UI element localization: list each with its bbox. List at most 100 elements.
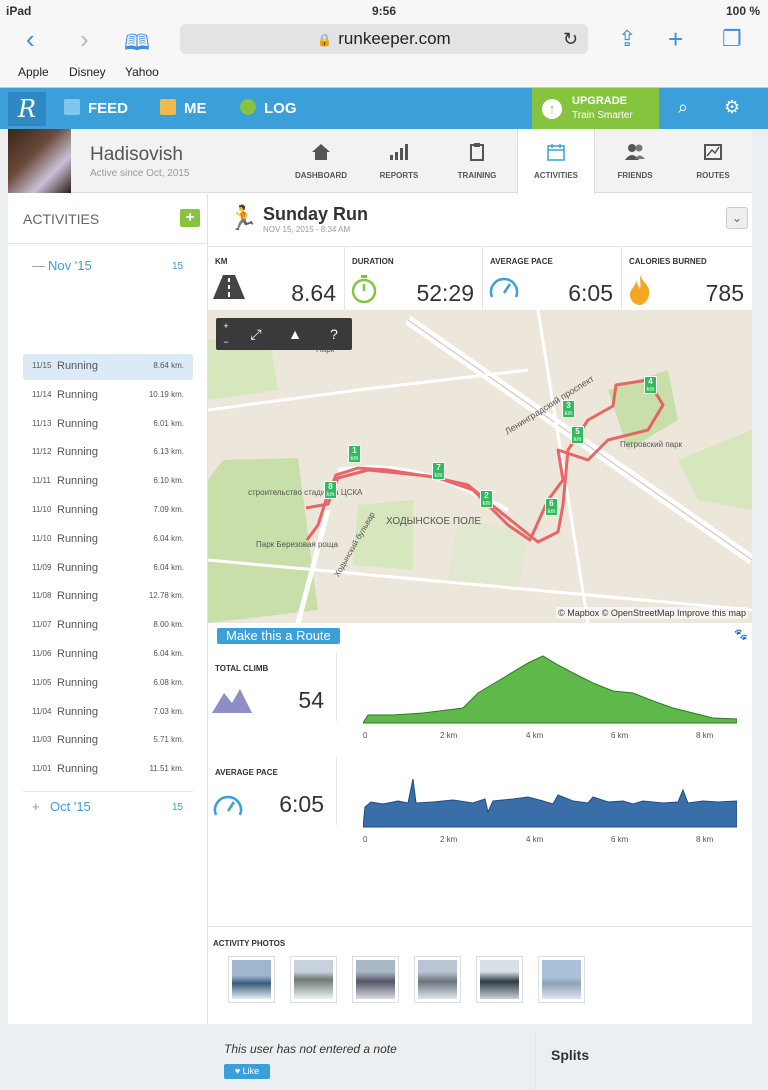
activity-distance: 6.04 km. <box>153 562 184 572</box>
gauge-icon <box>489 277 519 298</box>
activity-distance: 6.04 km. <box>153 533 184 543</box>
forward-icon[interactable]: › <box>80 24 89 54</box>
address-bar[interactable]: 🔒 runkeeper.com <box>180 24 588 54</box>
climb-axis-0: 0 <box>363 731 368 740</box>
upgrade-button[interactable]: ↑ UPGRADE Train Smarter <box>532 88 659 129</box>
zoom-out-button[interactable]: − <box>223 337 229 347</box>
activity-distance: 7.03 km. <box>153 706 184 716</box>
activity-row[interactable]: 11/03 Running 5.71 km. <box>23 728 193 754</box>
new-tab-icon[interactable]: + <box>668 24 684 54</box>
tab-friends[interactable]: FRIENDS <box>596 129 674 193</box>
share-icon[interactable]: ⇪ <box>618 26 637 51</box>
nav-feed[interactable]: FEED <box>64 88 128 129</box>
activity-row[interactable]: 11/05 Running 6.08 km. <box>23 671 193 697</box>
tab-reports[interactable]: REPORTS <box>360 129 438 193</box>
profile-icon <box>160 99 176 115</box>
zoom-in-button[interactable]: + <box>223 321 229 331</box>
tab-reports-label: REPORTS <box>379 171 419 180</box>
stat-duration-label: DURATION <box>352 257 394 266</box>
nav-me[interactable]: ME <box>160 88 207 129</box>
km-marker-number: 3 <box>566 401 571 410</box>
photos-heading: ACTIVITY PHOTOS <box>213 939 286 948</box>
activity-options-dropdown[interactable]: ⌄ <box>726 207 748 229</box>
search-icon[interactable]: ⌕ <box>678 97 689 117</box>
activity-row[interactable]: 11/08 Running 12.78 km. <box>23 584 193 610</box>
activity-photo[interactable] <box>538 956 585 1003</box>
activity-type: Running <box>57 561 98 574</box>
activity-photo[interactable] <box>414 956 461 1003</box>
terrain-icon[interactable]: ▲ <box>288 326 302 342</box>
month-nov[interactable]: Nov '15 <box>48 258 92 273</box>
splits-heading: Splits <box>551 1047 590 1063</box>
tab-dashboard[interactable]: DASHBOARD <box>282 129 360 193</box>
activity-date: 11/06 <box>32 649 52 658</box>
km-marker[interactable]: 3 km <box>562 400 575 418</box>
tabs-icon[interactable]: ❐ <box>722 26 742 51</box>
month-oct[interactable]: Oct '15 <box>50 799 91 814</box>
activities-sidebar: ACTIVITIES + — Nov '15 15 11/15 Running 8.… <box>8 194 208 1024</box>
km-marker[interactable]: 4 km <box>644 376 657 394</box>
map-label: строительство стадиона ЦСКА <box>248 488 363 497</box>
tab-dashboard-label: DASHBOARD <box>295 171 347 180</box>
like-button[interactable]: ♥ Like <box>224 1064 270 1079</box>
avatar[interactable] <box>8 129 71 193</box>
back-icon[interactable]: ‹ <box>26 24 35 54</box>
km-marker[interactable]: 7 km <box>432 462 445 480</box>
pace-axis-4km: 4 km <box>526 835 544 844</box>
month-collapse-toggle[interactable]: — <box>32 258 45 273</box>
km-marker[interactable]: 2 km <box>480 490 493 508</box>
bookmark-disney[interactable]: Disney <box>69 65 106 79</box>
flame-icon <box>630 275 650 305</box>
bookmark-apple[interactable]: Apple <box>18 65 49 79</box>
activity-photo[interactable] <box>228 956 275 1003</box>
activity-photo[interactable] <box>352 956 399 1003</box>
activity-row[interactable]: 11/14 Running 10.19 km. <box>23 383 193 409</box>
km-marker-unit: km <box>350 456 359 462</box>
km-marker[interactable]: 1 km <box>348 445 361 463</box>
tab-training[interactable]: TRAINING <box>438 129 516 193</box>
activity-row[interactable]: 11/10 Running 6.04 km. <box>23 527 193 553</box>
climb-value: 54 <box>298 687 324 713</box>
activity-row[interactable]: 11/12 Running 6.13 km. <box>23 440 193 466</box>
activity-row[interactable]: 11/15 Running 8.64 km. <box>23 354 193 380</box>
activity-distance: 10.19 km. <box>148 389 184 399</box>
bookmark-yahoo[interactable]: Yahoo <box>125 65 159 79</box>
map-attribution[interactable]: © Mapbox © OpenStreetMap Improve this ma… <box>556 607 748 619</box>
km-marker[interactable]: 5 km <box>571 426 584 444</box>
month-expand-toggle[interactable]: + <box>32 799 40 814</box>
activity-row[interactable]: 11/01 Running 11.51 km. <box>23 757 193 783</box>
activity-photo[interactable] <box>290 956 337 1003</box>
runkeeper-logo[interactable]: R <box>8 92 46 126</box>
nav-log[interactable]: LOG <box>240 88 297 129</box>
bookmarks-icon[interactable]: 🕮 <box>124 30 150 55</box>
activity-photo[interactable] <box>476 956 523 1003</box>
route-map[interactable]: Ленинградский проспект ХОДЫНСКОЕ ПОЛЕ стро… <box>208 310 752 623</box>
activity-distance: 5.71 km. <box>153 735 184 745</box>
gear-icon[interactable]: ⚙ <box>724 97 741 117</box>
km-marker[interactable]: 6 km <box>545 498 558 516</box>
paw-icon[interactable]: 🐾 <box>734 629 748 641</box>
activity-row[interactable]: 11/10 Running 7.09 km. <box>23 498 193 524</box>
pace-chart <box>363 778 737 828</box>
fullscreen-icon[interactable]: ⤢ <box>250 326 262 342</box>
tab-activities[interactable]: ACTIVITIES <box>517 129 595 194</box>
activity-row[interactable]: 11/04 Running 7.03 km. <box>23 700 193 726</box>
activity-row[interactable]: 11/13 Running 6.01 km. <box>23 412 193 438</box>
activity-row[interactable]: 11/09 Running 6.04 km. <box>23 556 193 582</box>
make-route-button[interactable]: Make this a Route <box>217 628 340 644</box>
stat-duration-value: 52:29 <box>416 280 474 306</box>
activity-date: 11/05 <box>32 677 52 687</box>
reload-icon[interactable]: ↻ <box>563 29 579 49</box>
add-activity-button[interactable]: + <box>180 209 200 227</box>
activity-row[interactable]: 11/06 Running 6.04 km. <box>23 642 193 668</box>
km-marker[interactable]: 8 km <box>324 481 337 499</box>
tab-routes[interactable]: ROUTES <box>674 129 752 193</box>
activity-row[interactable]: 11/11 Running 6.10 km. <box>23 469 193 495</box>
user-name[interactable]: Hadisovish <box>90 144 183 165</box>
activity-distance: 6.08 km. <box>153 677 184 687</box>
activity-date: 11/10 <box>32 533 52 543</box>
help-button[interactable]: ? <box>330 326 338 342</box>
chevron-down-icon: ⌄ <box>731 211 743 225</box>
tab-friends-label: FRIENDS <box>617 171 653 180</box>
activity-row[interactable]: 11/07 Running 8.00 km. <box>23 613 193 639</box>
